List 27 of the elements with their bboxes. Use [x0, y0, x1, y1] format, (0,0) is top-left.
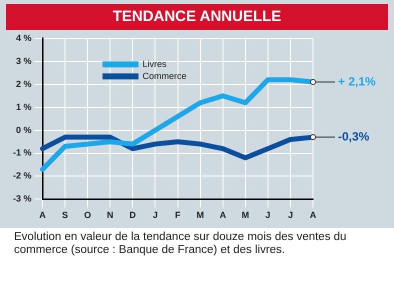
data-label: + 2,1% — [338, 74, 376, 88]
x-tick-label: O — [84, 210, 92, 220]
y-tick-label: -2 % — [12, 170, 32, 181]
x-tick-label: J — [288, 210, 293, 220]
x-tick-label: F — [175, 210, 182, 220]
data-label: -0,3% — [338, 129, 370, 144]
x-tick-label: M — [196, 210, 204, 220]
legend-label: Livres — [142, 58, 168, 69]
x-tick-label: N — [106, 210, 114, 220]
legend-label: Commerce — [142, 70, 187, 81]
x-tick-label: A — [310, 210, 317, 220]
x-tick-label: A — [39, 210, 46, 220]
y-tick-label: 2 % — [16, 78, 32, 89]
x-tick-label: J — [265, 210, 270, 220]
x-tick-label: S — [62, 210, 68, 220]
y-tick-label: -3 % — [12, 194, 32, 204]
y-tick-label: 3 % — [16, 56, 32, 66]
x-tick-label: M — [242, 210, 250, 220]
x-tick-label: A — [220, 210, 227, 220]
x-tick-label: D — [129, 210, 136, 220]
y-tick-label: 4 % — [16, 32, 32, 43]
y-tick-label: 1 % — [16, 102, 32, 112]
x-tick-label: J — [152, 210, 158, 220]
y-tick-label: -1 % — [12, 148, 32, 158]
y-tick-label: 0 % — [16, 124, 32, 135]
text: Evolution en valeur de la tendance sur douze mois des ventes du commerce (source : Banque de France) et des livres. — [13, 230, 348, 257]
chart-title: TENDANCE ANNUELLE — [6, 4, 388, 30]
